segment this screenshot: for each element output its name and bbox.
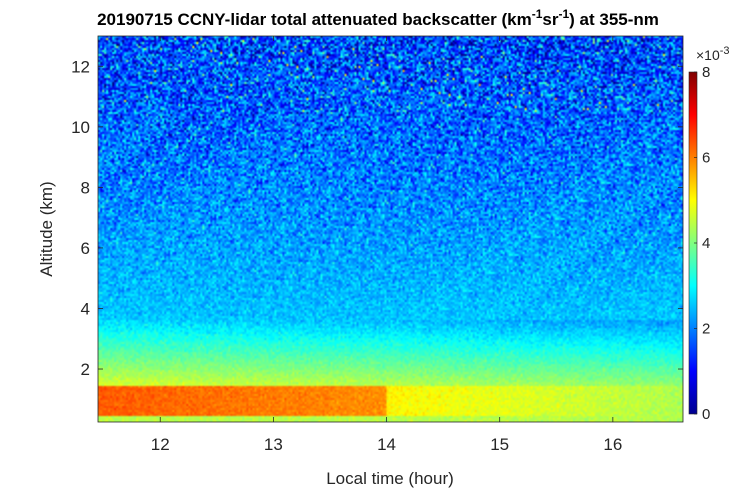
- x-tick-label: 12: [151, 435, 170, 454]
- chart-title: 20190715 CCNY-lidar total attenuated bac…: [97, 7, 659, 29]
- x-axis-label: Local time (hour): [326, 469, 454, 488]
- colorbar-ticks: 0 2 4 6 8: [694, 64, 710, 423]
- backscatter-heatmap: [98, 36, 683, 422]
- colorbar-tick-label: 0: [702, 406, 710, 423]
- x-tick-label: 16: [603, 435, 622, 454]
- plot-area: [97, 35, 684, 423]
- y-tick-label: 6: [81, 239, 90, 258]
- y-tick-label: 4: [81, 299, 90, 318]
- y-axis-label: Altitude (km): [37, 181, 56, 276]
- title-part-3: ) at 355-nm: [569, 10, 659, 29]
- colorbar-exponent-base: ×10: [696, 47, 720, 63]
- colorbar-tick-label: 4: [702, 235, 710, 252]
- y-tick-label: 12: [71, 57, 90, 76]
- x-tick-label: 15: [490, 435, 509, 454]
- colorbar-tick-label: 6: [702, 150, 710, 167]
- colorbar: 0 2 4 6 8 ×10-3: [688, 45, 730, 423]
- x-axis: 12 13 14 15 16: [151, 36, 622, 454]
- title-part-2: sr: [542, 10, 558, 29]
- title-sup-2: -1: [558, 7, 569, 21]
- colorbar-tick-label: 8: [702, 64, 710, 81]
- title-sup-1: -1: [532, 7, 543, 21]
- x-tick-label: 13: [264, 435, 283, 454]
- y-tick-label: 10: [71, 118, 90, 137]
- colorbar-exponent: ×10-3: [696, 45, 730, 63]
- title-part-1: 20190715 CCNY-lidar total attenuated bac…: [97, 10, 532, 29]
- y-tick-label: 2: [81, 360, 90, 379]
- y-axis: 2 4 6 8 10 12: [71, 57, 683, 379]
- colorbar-tick-label: 2: [702, 321, 710, 338]
- colorbar-exponent-power: -3: [720, 45, 730, 57]
- x-tick-label: 14: [377, 435, 396, 454]
- y-tick-label: 8: [81, 178, 90, 197]
- plot-frame: [97, 35, 684, 423]
